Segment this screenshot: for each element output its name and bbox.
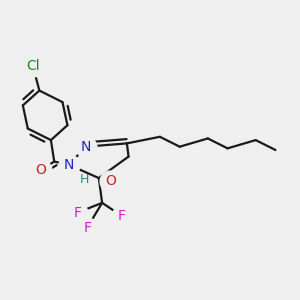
Text: Cl: Cl [26,59,40,73]
Text: F: F [73,206,81,220]
Text: F: F [83,220,91,235]
Text: N: N [64,158,74,172]
Text: F: F [118,209,126,223]
Text: O: O [105,174,116,188]
Text: H: H [79,173,88,186]
Text: O: O [36,163,46,177]
Text: N: N [80,140,91,154]
